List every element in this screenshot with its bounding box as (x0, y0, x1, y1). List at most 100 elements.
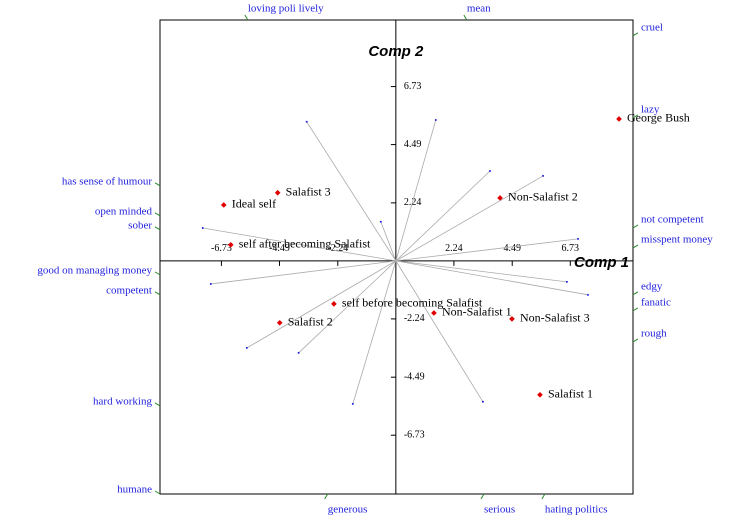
vector-end (488, 170, 491, 173)
construct-vector (210, 260, 396, 285)
element-point (616, 116, 622, 122)
construct-tick (632, 338, 639, 343)
construct-label: hard working (93, 395, 152, 407)
construct-tick (632, 224, 639, 229)
construct-tick (632, 32, 639, 37)
vector-end (542, 174, 545, 177)
construct-vector (395, 238, 579, 262)
element-point (497, 195, 503, 201)
element-label: Ideal self (232, 197, 276, 211)
construct-label: open minded (95, 205, 153, 217)
element-label: Non-Salafist 2 (508, 190, 578, 204)
construct-vector (352, 260, 397, 404)
construct-tick (154, 212, 161, 217)
construct-label: sober (128, 219, 152, 231)
construct-label: lazy (641, 103, 660, 115)
vector-end (586, 293, 589, 296)
construct-label: has sense of humour (62, 175, 152, 187)
element-point (509, 316, 515, 322)
vector-end (297, 351, 300, 354)
construct-vector (395, 260, 567, 283)
element-label: Non-Salafist 3 (520, 311, 590, 325)
construct-label: generous (328, 504, 368, 516)
construct-tick (154, 271, 161, 276)
construct-tick (154, 226, 161, 231)
element-label: Non-Salafist 1 (442, 305, 512, 319)
construct-tick (632, 291, 639, 296)
x-tick-label: -6.73 (211, 243, 232, 254)
vector-end (201, 226, 204, 229)
construct-tick (541, 493, 546, 500)
vector-end (209, 282, 212, 285)
construct-label: cruel (641, 21, 663, 33)
plot-frame (159, 19, 634, 495)
construct-label: humane (117, 484, 152, 496)
construct-vector (395, 119, 437, 261)
construct-label: hating politics (545, 504, 608, 516)
element-point (431, 310, 437, 316)
y-tick-label: -6.73 (404, 430, 425, 441)
y-tick-label: 6.73 (404, 81, 422, 92)
element-label: George Bush (627, 111, 690, 125)
construct-vector (246, 260, 397, 349)
element-point (276, 319, 283, 326)
element-label: Salafist 3 (286, 185, 331, 199)
vector-end (245, 346, 248, 349)
element-point (537, 391, 543, 398)
vector-end (577, 237, 580, 240)
construct-label: mean (467, 3, 491, 15)
x-tick-label: 6.73 (562, 243, 580, 254)
construct-vector (395, 170, 491, 262)
construct-vector (395, 260, 588, 296)
element-label: Salafist 2 (288, 315, 333, 329)
construct-label: loving poli lively (248, 3, 324, 15)
element-label: self after becoming Salafist (239, 237, 371, 251)
construct-tick (632, 307, 639, 312)
construct-label: rough (641, 327, 667, 339)
element-point (274, 189, 281, 196)
x-tick-label: 2.24 (445, 243, 463, 254)
construct-label: competent (106, 284, 152, 296)
construct-tick (244, 14, 249, 21)
construct-label: edgy (641, 280, 663, 292)
element-label: self before becoming Salafist (342, 296, 483, 310)
construct-label: serious (484, 504, 515, 516)
x-tick-label: -4.49 (269, 243, 290, 254)
x-axis-label: Comp 1 (574, 254, 629, 271)
y-axis-label: Comp 2 (368, 43, 424, 60)
y-tick-label: 4.49 (404, 139, 422, 150)
construct-tick (154, 402, 161, 407)
construct-label: good on managing money (37, 264, 152, 276)
x-tick-label: 4.49 (503, 243, 521, 254)
construct-label: misspent money (641, 233, 713, 245)
vector-end (305, 120, 308, 123)
construct-tick (632, 114, 639, 119)
construct-vector (395, 175, 544, 262)
construct-tick (463, 14, 468, 21)
construct-tick (632, 244, 639, 249)
vector-end (379, 220, 382, 223)
vector-end (481, 400, 484, 403)
vector-end (351, 402, 354, 405)
element-point (220, 202, 227, 208)
construct-tick (154, 182, 161, 187)
construct-tick (154, 490, 161, 495)
construct-tick (154, 291, 161, 296)
vector-end (565, 280, 568, 283)
construct-vector (380, 221, 397, 262)
construct-vector (298, 260, 397, 354)
construct-vector (395, 260, 484, 403)
x-tick-label: -2.24 (327, 243, 348, 254)
y-tick-label: -4.49 (404, 371, 425, 382)
vector-end (434, 118, 437, 121)
construct-tick (324, 493, 329, 500)
element-point (227, 241, 234, 248)
construct-vector (306, 121, 397, 262)
construct-label: not competent (641, 214, 704, 226)
construct-tick (480, 493, 485, 500)
element-label: Salafist 1 (548, 387, 593, 401)
construct-vector (202, 227, 396, 262)
element-point (331, 301, 337, 307)
construct-label: fanatic (641, 296, 671, 308)
